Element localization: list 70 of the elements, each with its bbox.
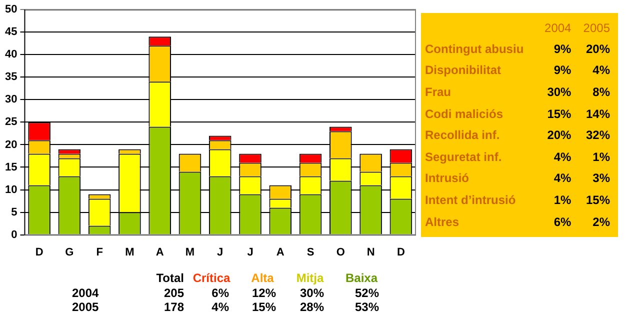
data-label: 12% bbox=[250, 286, 277, 300]
y-tick-label: 25 bbox=[4, 116, 18, 128]
data-label: 15% bbox=[546, 106, 572, 123]
category-label: Codi maliciós bbox=[424, 106, 504, 123]
category-label: Alta bbox=[250, 270, 275, 286]
y-tick-label: 10 bbox=[4, 184, 18, 196]
x-tick-label: S bbox=[306, 246, 314, 258]
x-tick-label: A bbox=[276, 246, 284, 258]
data-label: 4% bbox=[552, 148, 572, 166]
y-tick-label: 5 bbox=[11, 206, 18, 218]
x-tick-label: G bbox=[65, 246, 74, 258]
data-label: 9% bbox=[552, 62, 572, 80]
x-tick-label: O bbox=[336, 246, 346, 258]
data-label: 15% bbox=[250, 300, 277, 314]
x-tick-label: D bbox=[35, 246, 44, 258]
category-label: Baixa bbox=[344, 270, 379, 286]
data-label: 1% bbox=[592, 148, 611, 166]
data-label: 8% bbox=[592, 84, 611, 101]
y-tick-label: 15 bbox=[4, 161, 18, 174]
data-label: 15% bbox=[584, 192, 611, 209]
category-label: Recollida inf. bbox=[424, 127, 501, 144]
category-label: Total bbox=[155, 270, 184, 286]
data-label: 32% bbox=[584, 127, 611, 144]
y-tick-label: 50 bbox=[4, 4, 18, 16]
series-label: 2004 bbox=[544, 20, 572, 36]
y-tick-label: 0 bbox=[11, 228, 18, 241]
x-tick-label: A bbox=[156, 246, 164, 258]
text: 2004 bbox=[72, 286, 100, 300]
data-label: 1% bbox=[552, 192, 572, 209]
data-label: 4% bbox=[210, 300, 230, 314]
text: 2005 bbox=[72, 300, 100, 314]
data-label: 52% bbox=[354, 286, 380, 300]
data-label: 6% bbox=[210, 286, 230, 300]
data-label: 4% bbox=[552, 170, 572, 188]
data-label: 3% bbox=[592, 170, 611, 188]
data-label: 9% bbox=[552, 40, 572, 58]
category-label: Crítica bbox=[192, 270, 232, 286]
data-label: 20% bbox=[584, 40, 611, 58]
x-tick-label: J bbox=[247, 246, 254, 258]
data-label: 20% bbox=[546, 127, 572, 144]
data-label: 178 bbox=[162, 300, 184, 314]
data-label: 6% bbox=[552, 214, 572, 231]
y-tick-label: 20 bbox=[4, 138, 18, 151]
x-tick-label: M bbox=[125, 246, 134, 258]
data-label: 30% bbox=[298, 286, 325, 300]
data-label: 4% bbox=[592, 62, 611, 80]
category-label: Intrusió bbox=[424, 170, 470, 188]
data-label: 205 bbox=[162, 286, 184, 300]
category-label: Contingut abusiu bbox=[424, 40, 525, 58]
x-tick-label: D bbox=[396, 246, 405, 258]
data-label: 2% bbox=[592, 214, 611, 231]
y-tick-label: 30 bbox=[4, 94, 18, 106]
y-tick-label: 40 bbox=[4, 48, 18, 61]
data-label: 30% bbox=[546, 84, 572, 101]
x-tick-label: F bbox=[96, 246, 104, 258]
data-label: 53% bbox=[354, 300, 380, 314]
x-tick-label: M bbox=[185, 246, 195, 258]
category-label: Intent d’intrusió bbox=[424, 192, 517, 209]
category-label: Mitja bbox=[295, 270, 325, 286]
x-tick-label: J bbox=[217, 246, 224, 258]
category-label: Altres bbox=[424, 214, 460, 231]
x-tick-label: N bbox=[366, 246, 375, 258]
category-label: Disponibilitat bbox=[424, 62, 502, 80]
category-label: Frau bbox=[424, 84, 452, 101]
data-label: 14% bbox=[584, 106, 611, 123]
y-tick-label: 45 bbox=[4, 26, 18, 38]
data-label: 28% bbox=[298, 300, 325, 314]
category-label: Seguretat inf. bbox=[424, 148, 503, 166]
text: 2005 bbox=[582, 20, 611, 36]
y-tick-label: 35 bbox=[4, 71, 18, 84]
